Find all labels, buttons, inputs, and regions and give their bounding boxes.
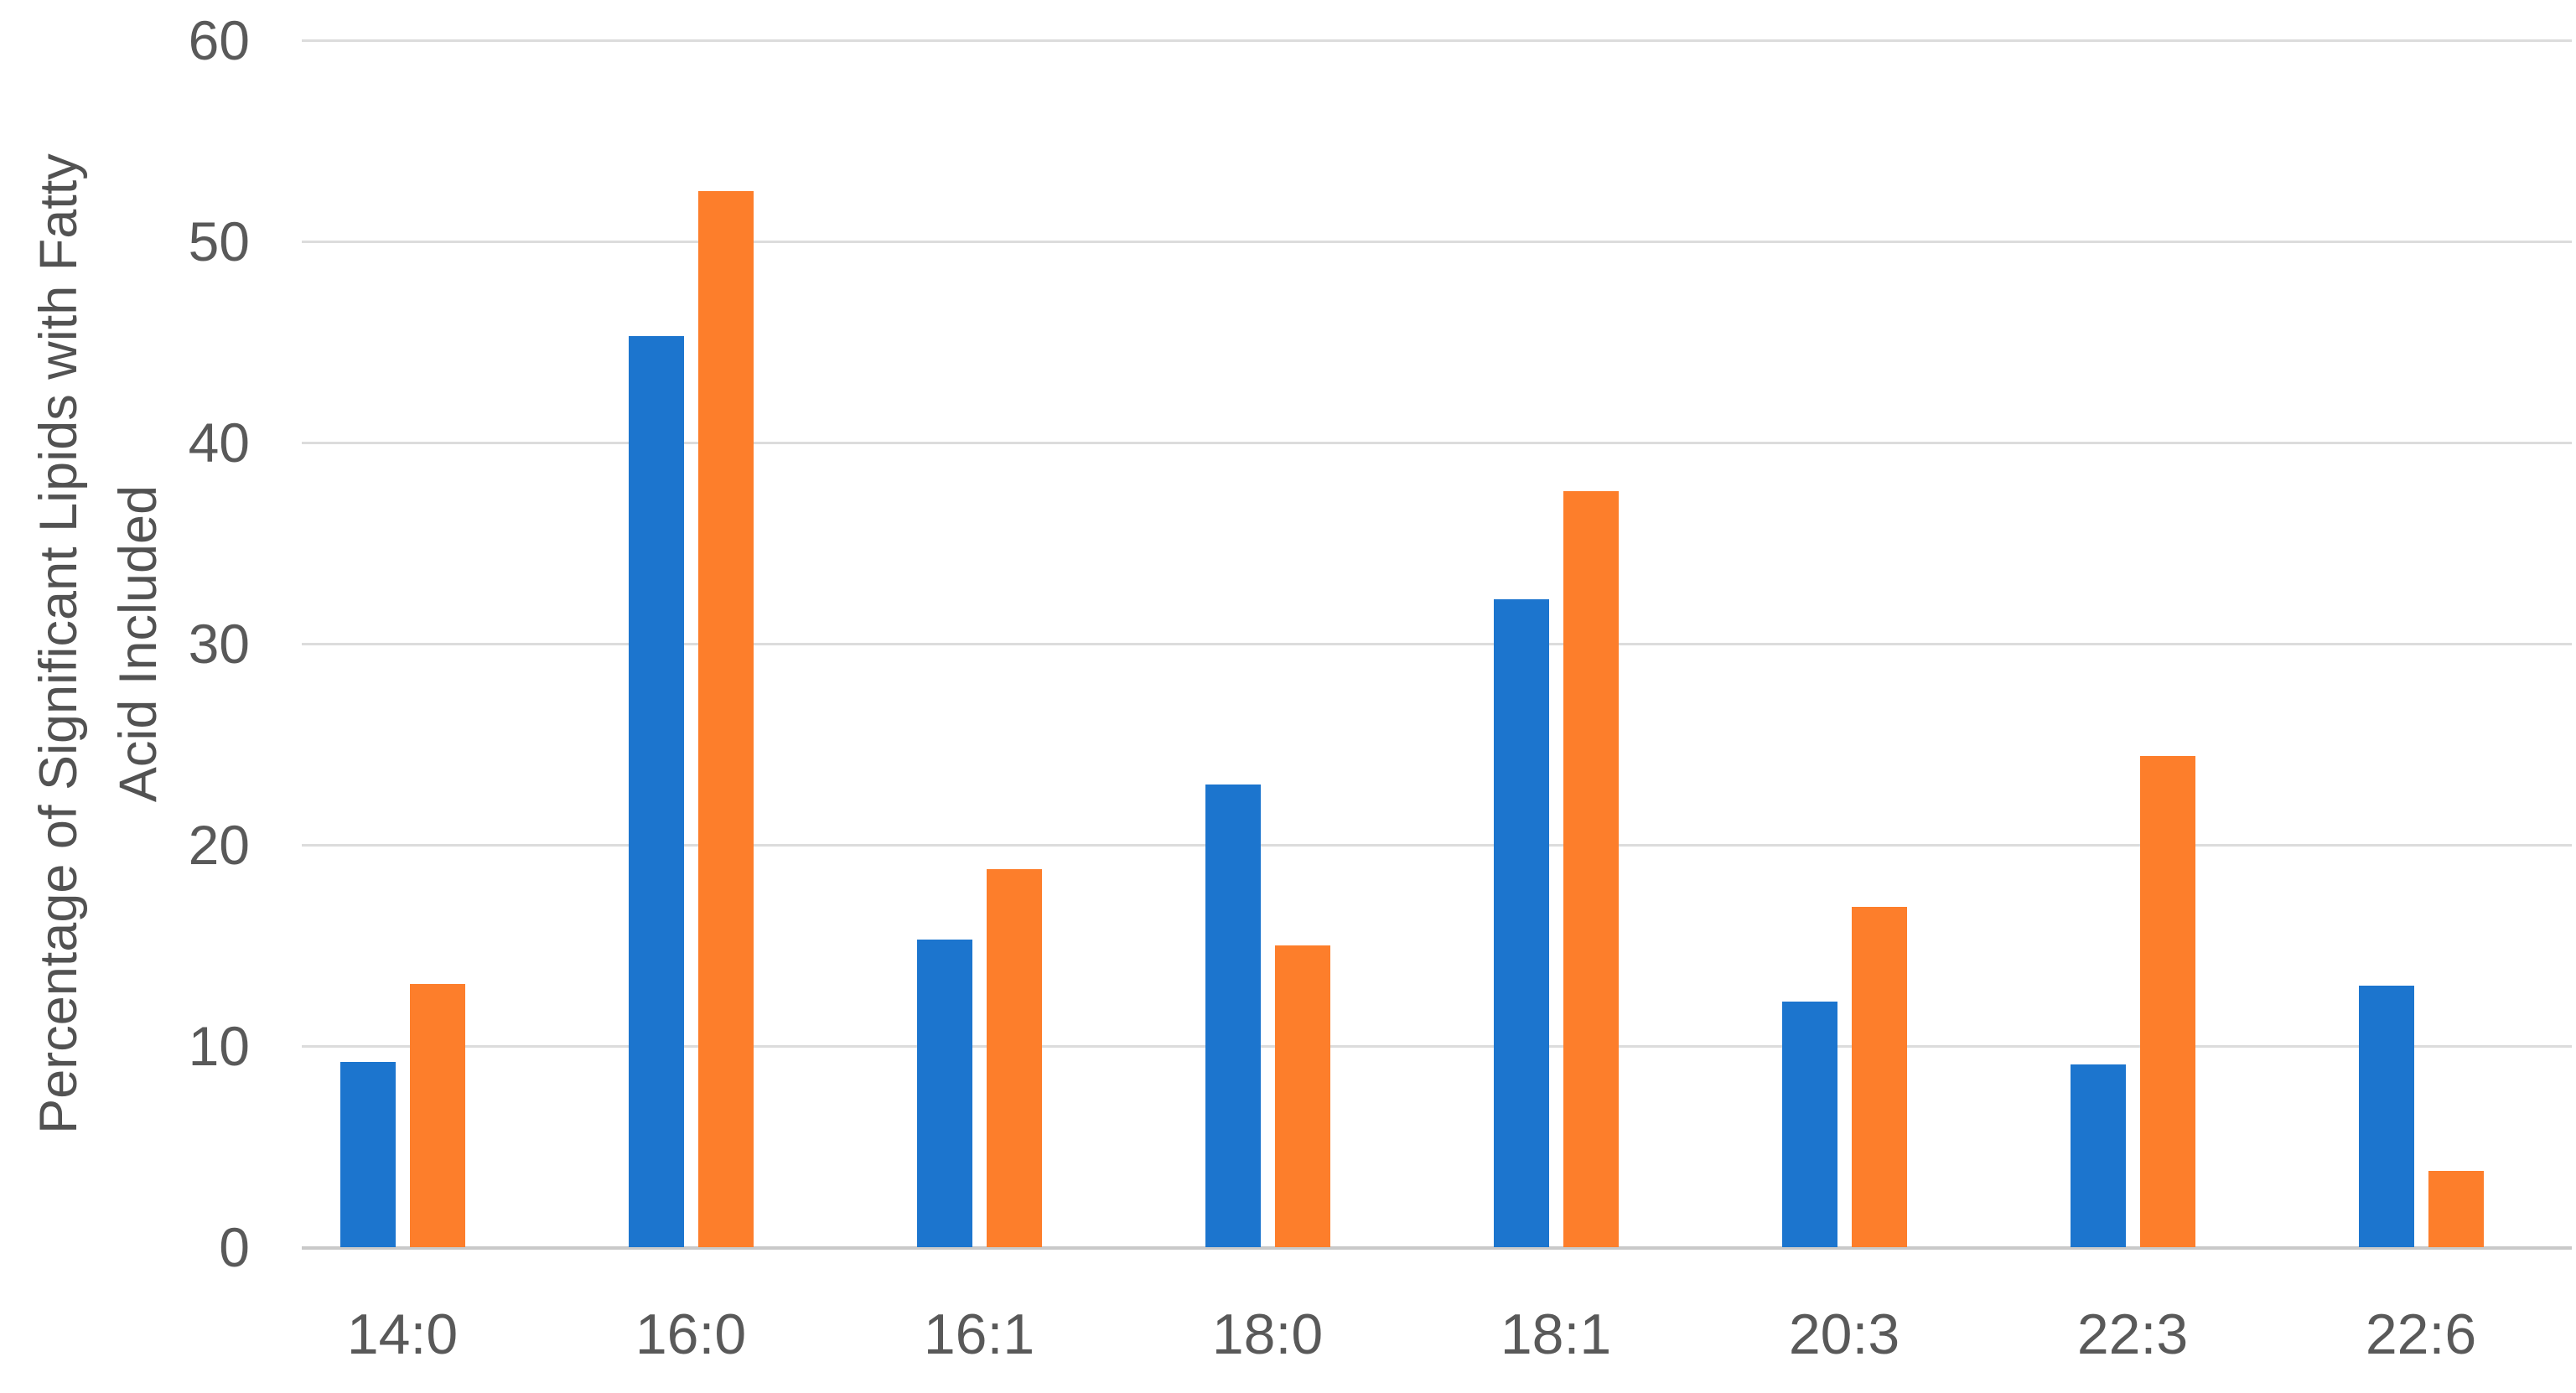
bar-18-0-orange: [1274, 945, 1330, 1247]
x-tick-label-22-6: 22:6: [2365, 1302, 2477, 1366]
bar-14-0-orange: [409, 983, 465, 1247]
y-tick-label-10: 10: [188, 1015, 250, 1077]
bar-16-0-blue: [628, 335, 684, 1247]
bar-16-1-orange: [986, 868, 1042, 1247]
bar-16-0-orange: [697, 191, 754, 1247]
x-tick-label-16-0: 16:0: [635, 1302, 747, 1366]
gridline-20: [302, 844, 2572, 847]
y-axis-title-line-1: Percentage of Significant Lipids with Fa…: [29, 153, 88, 1134]
bar-20-3-orange: [1851, 907, 1907, 1247]
gridline-30: [302, 643, 2572, 645]
y-tick-label-20: 20: [188, 814, 250, 876]
y-tick-label-0: 0: [219, 1216, 250, 1278]
gridline-40: [302, 442, 2572, 444]
y-tick-label-60: 60: [188, 9, 250, 71]
gridline-10: [302, 1045, 2572, 1048]
x-tick-label-20-3: 20:3: [1788, 1302, 1900, 1366]
bar-20-3-blue: [1781, 1002, 1837, 1247]
bar-14-0-blue: [339, 1062, 396, 1247]
bar-22-6-orange: [2428, 1170, 2484, 1247]
x-tick-label-14-0: 14:0: [346, 1302, 459, 1366]
bar-18-1-orange: [1563, 490, 1619, 1247]
bar-22-3-blue: [2070, 1064, 2126, 1247]
x-tick-label-22-3: 22:3: [2076, 1302, 2189, 1366]
gridline-0: [302, 1246, 2572, 1250]
gridline-50: [302, 241, 2572, 243]
bar-16-1-blue: [916, 939, 972, 1247]
bar-18-0-blue: [1205, 785, 1261, 1247]
y-tick-label-30: 30: [188, 613, 250, 675]
x-tick-label-16-1: 16:1: [923, 1302, 1035, 1366]
y-tick-label-40: 40: [188, 412, 250, 474]
x-tick-label-18-0: 18:0: [1211, 1302, 1324, 1366]
y-tick-label-50: 50: [188, 210, 250, 272]
bar-22-3-orange: [2139, 756, 2195, 1247]
bar-18-1-blue: [1493, 599, 1549, 1247]
x-tick-label-18-1: 18:1: [1500, 1302, 1612, 1366]
gridline-60: [302, 39, 2572, 42]
bar-22-6-blue: [2358, 986, 2414, 1247]
